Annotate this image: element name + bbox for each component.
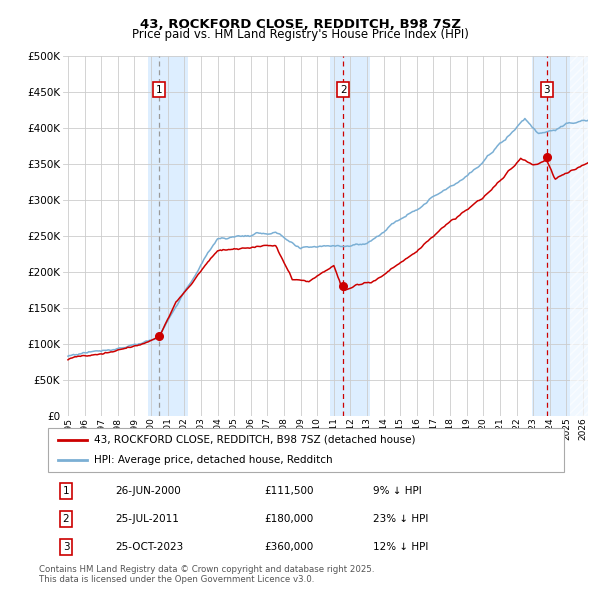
Text: £180,000: £180,000 bbox=[265, 514, 314, 524]
Text: 25-OCT-2023: 25-OCT-2023 bbox=[115, 542, 184, 552]
Text: 3: 3 bbox=[544, 85, 550, 95]
Text: 1: 1 bbox=[63, 486, 70, 496]
Text: Contains HM Land Registry data © Crown copyright and database right 2025.
This d: Contains HM Land Registry data © Crown c… bbox=[39, 565, 374, 584]
FancyBboxPatch shape bbox=[48, 428, 564, 472]
Text: £111,500: £111,500 bbox=[265, 486, 314, 496]
Text: HPI: Average price, detached house, Redditch: HPI: Average price, detached house, Redd… bbox=[94, 455, 333, 465]
Bar bbox=[570, 56, 600, 416]
Text: 3: 3 bbox=[63, 542, 70, 552]
Text: 2: 2 bbox=[63, 514, 70, 524]
Bar bbox=[148, 56, 188, 416]
Text: 43, ROCKFORD CLOSE, REDDITCH, B98 7SZ (detached house): 43, ROCKFORD CLOSE, REDDITCH, B98 7SZ (d… bbox=[94, 435, 416, 445]
Text: 43, ROCKFORD CLOSE, REDDITCH, B98 7SZ: 43, ROCKFORD CLOSE, REDDITCH, B98 7SZ bbox=[139, 18, 461, 31]
Text: 9% ↓ HPI: 9% ↓ HPI bbox=[373, 486, 422, 496]
Text: £360,000: £360,000 bbox=[265, 542, 314, 552]
Text: Price paid vs. HM Land Registry's House Price Index (HPI): Price paid vs. HM Land Registry's House … bbox=[131, 28, 469, 41]
Text: 1: 1 bbox=[156, 85, 163, 95]
Text: 23% ↓ HPI: 23% ↓ HPI bbox=[373, 514, 428, 524]
Text: 25-JUL-2011: 25-JUL-2011 bbox=[115, 514, 179, 524]
Bar bbox=[532, 56, 588, 416]
Bar bbox=[331, 56, 370, 416]
Text: 2: 2 bbox=[340, 85, 346, 95]
Text: 26-JUN-2000: 26-JUN-2000 bbox=[115, 486, 181, 496]
Text: 12% ↓ HPI: 12% ↓ HPI bbox=[373, 542, 428, 552]
